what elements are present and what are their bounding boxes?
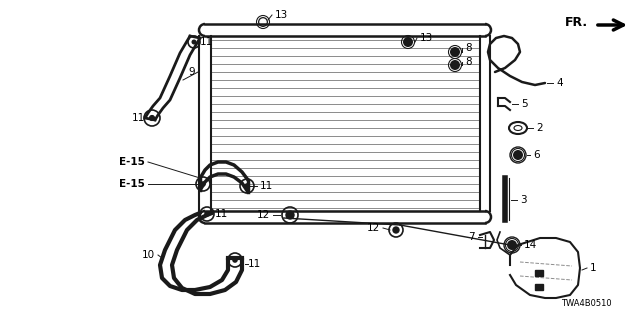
Circle shape [201,182,205,186]
Text: 11: 11 [248,259,261,269]
Circle shape [450,60,460,70]
Bar [535,270,543,276]
Text: 13: 13 [275,10,288,20]
Circle shape [260,19,266,25]
Text: 10: 10 [142,250,155,260]
Circle shape [287,212,292,217]
Text: 6: 6 [533,150,540,160]
Bar [535,284,543,290]
Text: 11: 11 [132,113,145,123]
Circle shape [258,17,268,27]
Text: FR.: FR. [565,15,588,28]
Text: 1: 1 [590,263,596,273]
Text: E-15: E-15 [119,157,145,167]
Text: 9: 9 [188,67,195,77]
Text: 12: 12 [257,210,270,220]
Circle shape [233,258,237,262]
Text: 13: 13 [420,33,433,43]
Circle shape [403,37,413,47]
Text: 8: 8 [465,57,472,67]
Text: 8: 8 [465,43,472,53]
Text: 14: 14 [524,240,537,250]
Text: 5: 5 [521,99,527,109]
Circle shape [245,184,249,188]
Text: 11: 11 [200,37,213,47]
Circle shape [192,40,196,44]
Text: 11: 11 [260,181,273,191]
Text: E-15: E-15 [119,179,145,189]
Circle shape [513,150,523,160]
Circle shape [450,47,460,57]
Circle shape [150,116,154,120]
Text: 7: 7 [468,232,475,242]
Text: 2: 2 [536,123,543,133]
Text: 3: 3 [520,195,527,205]
Circle shape [205,212,209,216]
Text: 12: 12 [367,223,380,233]
Text: TWA4B0510: TWA4B0510 [561,299,612,308]
Text: 4: 4 [556,78,563,88]
Circle shape [394,228,398,232]
Circle shape [393,227,399,233]
Circle shape [286,211,294,219]
Text: 11: 11 [215,209,228,219]
Circle shape [507,240,517,250]
